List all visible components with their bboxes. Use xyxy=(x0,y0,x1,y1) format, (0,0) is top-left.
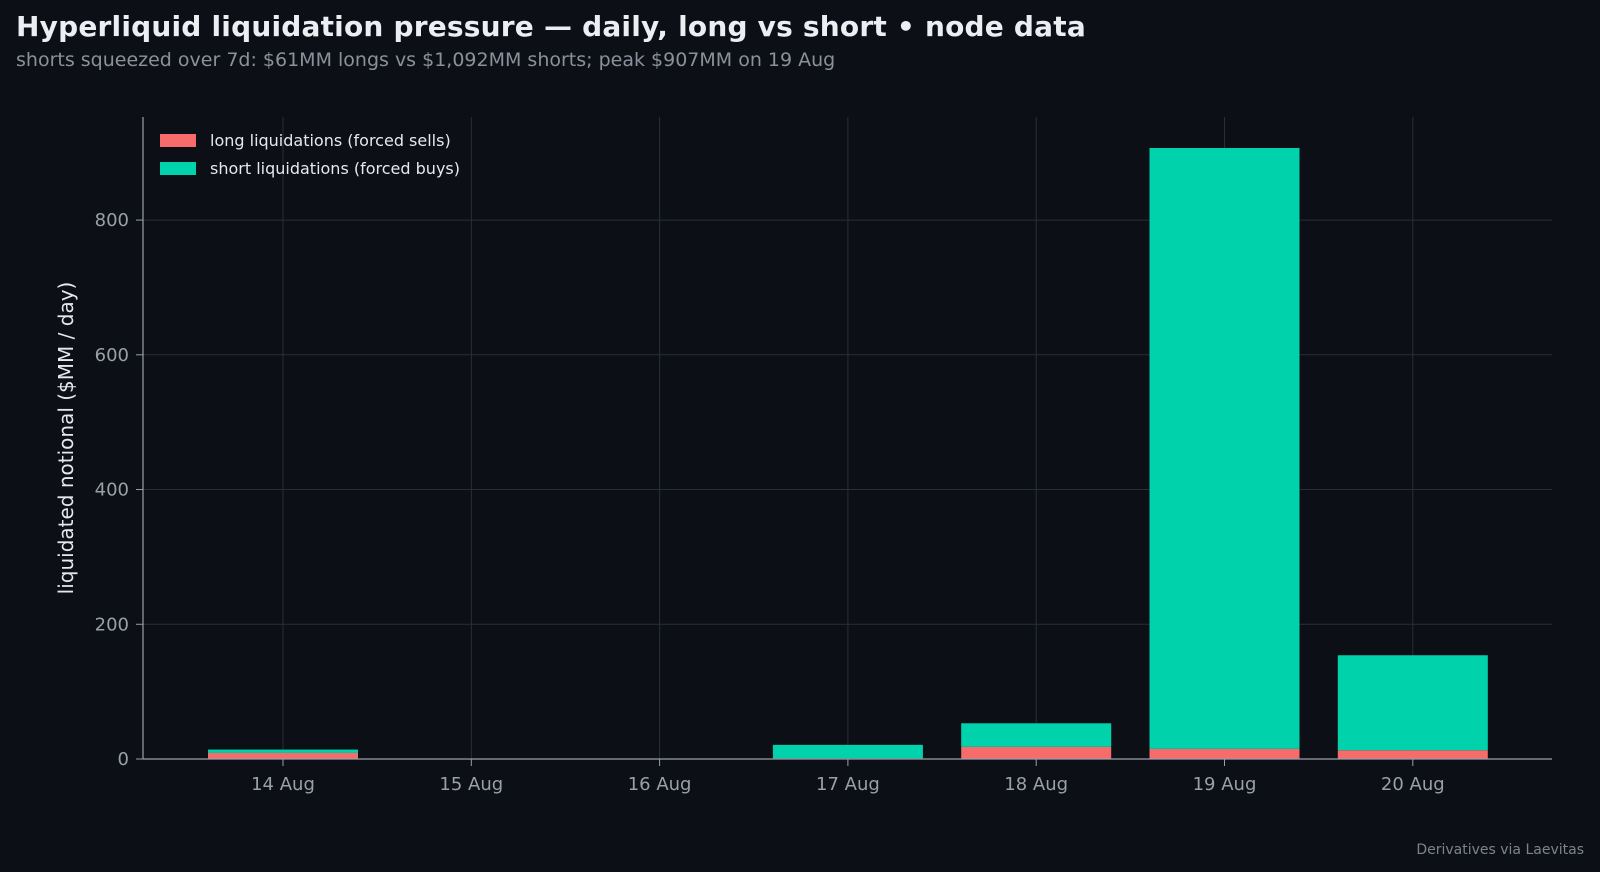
x-tick-label: 19 Aug xyxy=(1193,774,1257,795)
x-tick-label: 20 Aug xyxy=(1381,774,1445,795)
x-tick-label: 15 Aug xyxy=(439,774,503,795)
chart-subtitle: shorts squeezed over 7d: $61MM longs vs … xyxy=(16,49,836,71)
long-liquidation-bar xyxy=(208,752,358,759)
legend: long liquidations (forced sells) short li… xyxy=(160,131,460,178)
y-tick-label: 800 xyxy=(95,210,129,231)
bars-layer xyxy=(208,147,1488,759)
chart-title: Hyperliquid liquidation pressure — daily… xyxy=(16,10,1086,43)
y-tick-label: 600 xyxy=(95,345,129,366)
legend-swatch-short xyxy=(160,162,196,175)
short-liquidation-bar xyxy=(208,749,358,753)
x-tick-label: 17 Aug xyxy=(816,774,880,795)
short-liquidation-bar xyxy=(1337,655,1488,751)
y-axis-label: liquidated notional ($MM / day) xyxy=(54,282,78,595)
axes-layer: 0 200 400 600 800 14 Aug 15 Aug 16 Aug 17 Aug 18 … xyxy=(54,117,1552,795)
legend-label-long: long liquidations (forced sells) xyxy=(210,131,451,150)
short-liquidation-bar xyxy=(1149,147,1300,749)
x-tick-label: 16 Aug xyxy=(628,774,692,795)
y-tick-label: 200 xyxy=(95,614,129,635)
long-liquidation-bar xyxy=(961,746,1112,759)
legend-swatch-long xyxy=(160,134,196,147)
short-liquidation-bar xyxy=(961,723,1112,747)
long-liquidation-bar xyxy=(1337,750,1488,759)
x-tick-label: 14 Aug xyxy=(251,774,315,795)
y-tick-label: 400 xyxy=(95,480,129,501)
legend-label-short: short liquidations (forced buys) xyxy=(210,159,460,178)
x-tick-label: 18 Aug xyxy=(1004,774,1068,795)
y-tick-label: 0 xyxy=(118,749,129,770)
short-liquidation-bar xyxy=(772,744,923,759)
long-liquidation-bar xyxy=(1149,748,1300,759)
source-credit: Derivatives via Laevitas xyxy=(1416,842,1584,858)
